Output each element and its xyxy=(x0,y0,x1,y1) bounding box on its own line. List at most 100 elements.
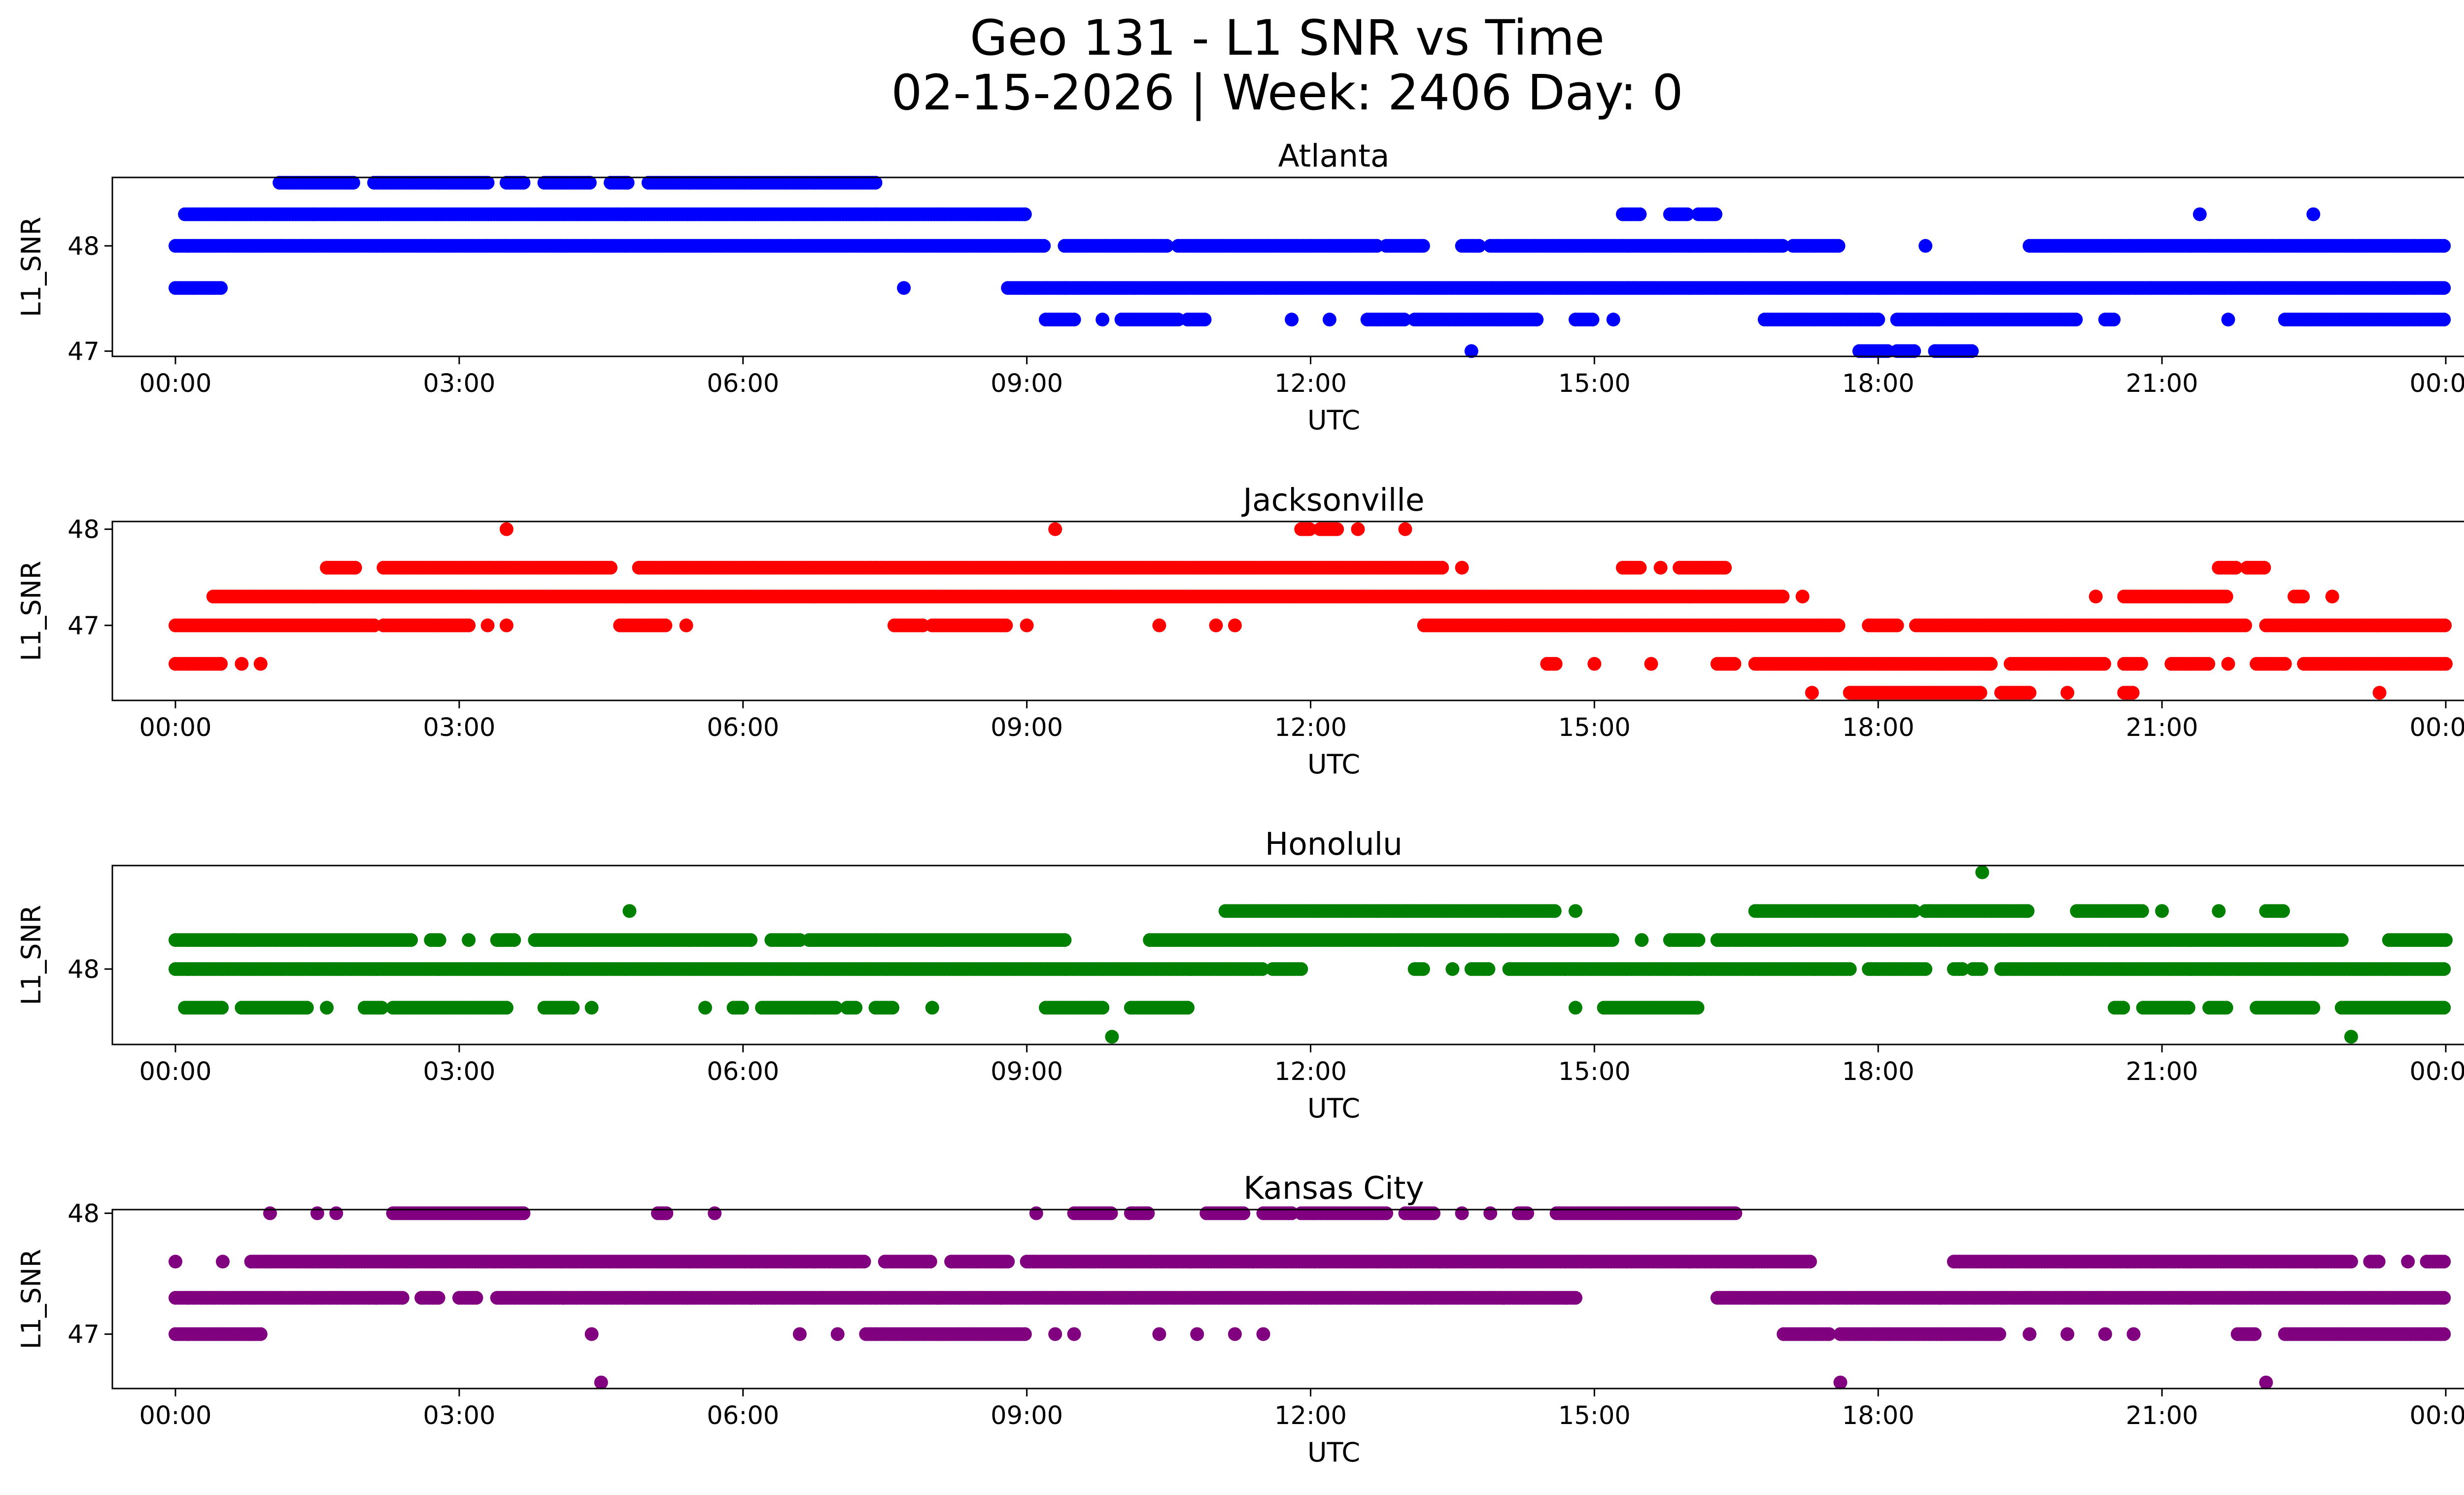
data-point xyxy=(1048,522,1062,536)
data-point xyxy=(1330,522,1344,536)
data-point xyxy=(1587,657,1602,671)
data-point xyxy=(507,933,521,947)
data-point xyxy=(2276,904,2290,918)
data-point xyxy=(1160,239,1174,253)
data-point xyxy=(1020,618,1034,632)
data-point xyxy=(1890,618,1904,632)
data-point xyxy=(1727,657,1742,671)
data-point xyxy=(2134,657,2148,671)
data-point xyxy=(462,618,476,632)
data-point xyxy=(2201,657,2216,671)
data-point xyxy=(480,618,495,632)
x-tick-label: 12:00 xyxy=(1274,369,1347,398)
data-point xyxy=(462,933,476,947)
data-point xyxy=(604,560,617,575)
x-axis-label: UTC xyxy=(1307,749,1360,780)
x-tick-label: 12:00 xyxy=(1274,713,1347,742)
data-point xyxy=(1831,618,1846,632)
data-point xyxy=(2439,933,2453,947)
data-point xyxy=(1018,207,1032,221)
panel-title: Atlanta xyxy=(1278,138,1389,174)
data-point xyxy=(2439,657,2453,671)
data-point xyxy=(2325,590,2339,604)
data-point xyxy=(1633,560,1647,575)
plot-frame xyxy=(111,176,2464,357)
data-point xyxy=(1198,313,1212,327)
x-tick-label: 06:00 xyxy=(707,369,779,398)
data-point xyxy=(1975,865,1989,879)
data-point xyxy=(2278,657,2292,671)
data-point xyxy=(2257,560,2271,575)
data-point xyxy=(622,904,637,918)
data-point xyxy=(1831,239,1846,253)
data-point xyxy=(868,175,883,190)
data-point xyxy=(214,281,228,295)
x-tick-label: 03:00 xyxy=(423,369,495,398)
data-point xyxy=(253,657,268,671)
data-point xyxy=(744,933,758,947)
x-tick-label: 00:00 xyxy=(2410,369,2464,398)
data-point xyxy=(1718,560,1732,575)
data-point xyxy=(1369,239,1384,253)
data-point xyxy=(404,933,418,947)
data-point xyxy=(1635,933,1649,947)
y-axis-label: L1_SNR xyxy=(16,561,47,661)
data-point xyxy=(1548,657,1563,671)
data-point xyxy=(1530,313,1544,327)
data-point xyxy=(1691,933,1706,947)
data-point xyxy=(1351,522,1365,536)
data-point xyxy=(1709,207,1723,221)
data-point xyxy=(1918,239,1933,253)
data-point xyxy=(480,175,495,190)
figure-title-line1: Geo 131 - L1 SNR vs Time xyxy=(970,10,1605,67)
data-point xyxy=(1435,560,1449,575)
data-point xyxy=(2212,904,2226,918)
data-point xyxy=(2107,313,2121,327)
data-point xyxy=(2334,933,2349,947)
data-point xyxy=(620,175,635,190)
data-point xyxy=(214,657,228,671)
x-tick-label: 18:00 xyxy=(1842,713,1915,742)
data-point xyxy=(2296,590,2310,604)
data-point xyxy=(897,281,911,295)
data-point xyxy=(1152,618,1166,632)
x-tick-label: 21:00 xyxy=(2126,369,2198,398)
data-point xyxy=(1605,933,1619,947)
data-point xyxy=(2097,657,2111,671)
data-point xyxy=(1416,239,1430,253)
x-tick-label: 06:00 xyxy=(707,713,779,742)
data-point xyxy=(1285,313,1299,327)
data-point xyxy=(582,175,597,190)
data-point xyxy=(2437,313,2451,327)
data-point xyxy=(432,933,446,947)
data-point xyxy=(2372,686,2387,700)
x-tick-label: 03:00 xyxy=(423,713,495,742)
data-point xyxy=(499,618,513,632)
data-point xyxy=(2125,686,2140,700)
x-tick-label: 21:00 xyxy=(2126,713,2198,742)
data-points xyxy=(169,175,2451,358)
data-point xyxy=(1058,933,1072,947)
data-point xyxy=(2135,904,2149,918)
data-point xyxy=(2060,686,2075,700)
data-point xyxy=(1776,590,1790,604)
panel-title: Honolulu xyxy=(1265,826,1403,862)
data-point xyxy=(1569,904,1582,918)
data-point xyxy=(346,175,360,190)
figure-title-line2: 02-15-2026 | Week: 2406 Day: 0 xyxy=(891,65,1683,121)
data-point xyxy=(2438,618,2452,632)
y-tick-label: 48 xyxy=(68,516,100,545)
data-point xyxy=(1067,313,1081,327)
data-point xyxy=(1037,239,1051,253)
data-point xyxy=(1805,686,1819,700)
x-tick-label: 09:00 xyxy=(991,713,1063,742)
data-points xyxy=(169,522,2453,700)
data-point xyxy=(516,175,531,190)
y-axis-label: L1_SNR xyxy=(16,217,47,317)
data-point xyxy=(2221,313,2235,327)
x-tick-label: 00:00 xyxy=(2410,713,2464,742)
data-point xyxy=(235,657,249,671)
